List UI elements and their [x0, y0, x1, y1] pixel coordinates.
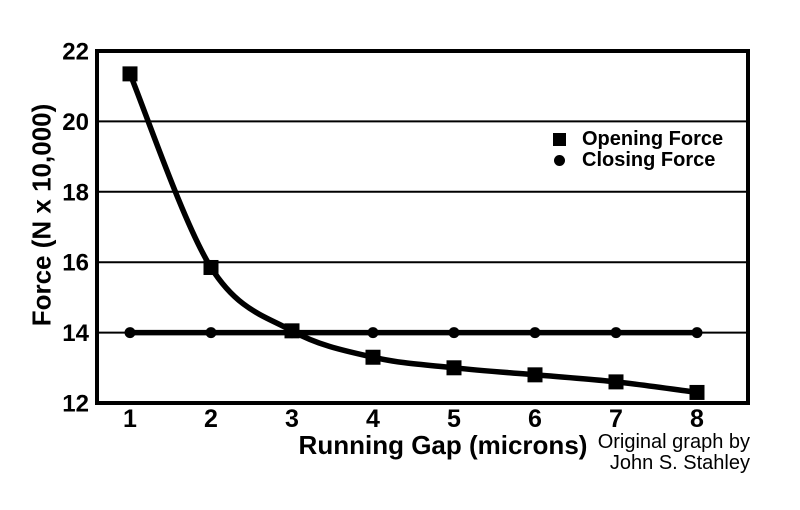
circle-marker-closing-force — [448, 327, 460, 339]
circle-marker-closing-force — [124, 327, 136, 339]
y-tick-label: 18 — [62, 179, 89, 206]
y-axis-label: Force (N x 10,000) — [26, 103, 57, 327]
y-tick-label: 20 — [62, 109, 89, 136]
square-marker-opening-force — [608, 374, 624, 390]
x-tick-label: 6 — [528, 405, 542, 433]
square-marker-opening-force — [527, 367, 543, 383]
x-tick-label: 2 — [204, 405, 218, 433]
legend-label: Opening Force — [582, 128, 724, 150]
legend: Opening Force Closing Force — [545, 128, 724, 171]
circle-marker-closing-force — [691, 327, 703, 339]
x-tick-label: 7 — [609, 405, 623, 433]
y-tick-label: 22 — [62, 39, 89, 66]
attribution-line2: John S. Stahley — [609, 452, 750, 474]
plot-frame — [95, 49, 750, 405]
legend-label: Closing Force — [582, 149, 716, 171]
square-marker-icon — [553, 133, 566, 146]
legend-marker-wrap — [552, 155, 567, 166]
circle-marker-closing-force — [205, 327, 217, 339]
y-tick-label: 12 — [62, 391, 89, 418]
legend-marker-wrap — [552, 133, 567, 146]
circle-marker-closing-force — [529, 327, 541, 339]
x-tick-label: 3 — [285, 405, 299, 433]
legend-item: Closing Force — [545, 149, 723, 171]
x-tick-label: 1 — [123, 405, 137, 433]
x-axis-label: Running Gap (microns) — [298, 430, 588, 460]
legend-item: Opening Force — [545, 128, 724, 150]
square-marker-opening-force — [446, 360, 462, 376]
x-tick-label: 5 — [447, 405, 461, 433]
y-tick-label: 14 — [62, 320, 89, 347]
square-marker-opening-force — [203, 259, 219, 275]
circle-marker-closing-force — [367, 327, 379, 339]
square-marker-opening-force — [284, 323, 300, 339]
x-tick-label: 8 — [690, 405, 704, 433]
circle-marker-closing-force — [610, 327, 622, 339]
square-marker-opening-force — [365, 349, 381, 365]
x-tick-label: 4 — [366, 405, 380, 433]
circle-marker-icon — [554, 155, 565, 166]
square-marker-opening-force — [689, 384, 705, 400]
attribution: Original graph by John S. Stahley — [598, 432, 750, 474]
attribution-line1: Original graph by — [597, 431, 750, 453]
series-line-opening-force — [127, 71, 700, 396]
square-marker-opening-force — [122, 66, 138, 82]
y-tick-label: 16 — [62, 250, 89, 277]
